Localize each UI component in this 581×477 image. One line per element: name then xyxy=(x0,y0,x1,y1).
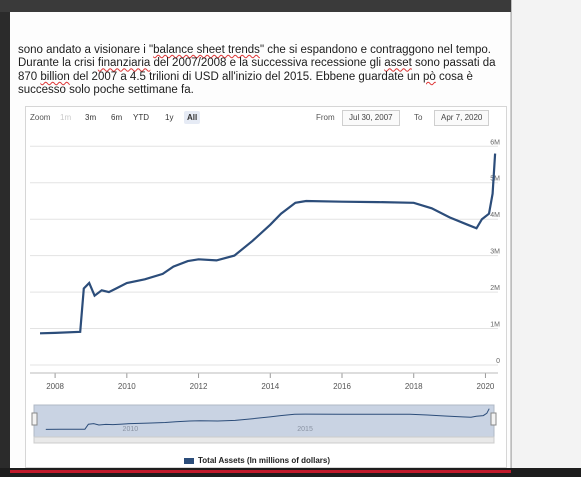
y-tick-label: 4M xyxy=(490,212,500,219)
y-tick-label: 5M xyxy=(490,176,500,183)
spellcheck-word: pò xyxy=(423,70,436,83)
y-tick-label: 2M xyxy=(490,285,500,292)
text-run: del 2007/2008 e la successiva recessione… xyxy=(150,57,385,70)
zoom-ytd-button[interactable]: YTD xyxy=(133,113,149,122)
y-axis-ticks: 0 1M 2M 3M 4M 5M 6M xyxy=(490,139,500,365)
x-tick-label: 2016 xyxy=(333,382,351,391)
x-axis-ticks: 2008 2010 2012 2014 2016 2018 2020 xyxy=(30,372,498,391)
text-run: cosa è successo solo poche settimane fa. xyxy=(18,70,473,97)
to-date-input[interactable]: Apr 7, 2020 xyxy=(434,110,490,126)
x-tick-label: 2018 xyxy=(405,382,423,391)
text-run: sono passati da 870 xyxy=(18,57,496,83)
y-tick-label: 1M xyxy=(490,322,500,329)
legend-label: Total Assets (In millions of dollars) xyxy=(198,456,331,465)
navigator-series-line xyxy=(45,408,490,430)
zoom-3m-button[interactable]: 3m xyxy=(85,113,97,122)
red-progress-line xyxy=(10,470,511,473)
from-label: From xyxy=(316,113,335,122)
zoom-6m-button[interactable]: 6m xyxy=(111,113,123,122)
text-run: " che si espandono e contraggono nel tem… xyxy=(18,44,491,70)
x-tick-label: 2008 xyxy=(46,382,64,391)
navigator-scrollbar xyxy=(33,436,495,444)
x-tick-label: 2020 xyxy=(477,382,495,391)
zoom-all-button[interactable]: All xyxy=(184,111,201,124)
spellcheck-word: asset xyxy=(384,57,412,70)
series-line-total-assets xyxy=(39,153,497,335)
gridlines xyxy=(30,145,498,366)
text-run: sono andato a visionare i " xyxy=(18,44,154,56)
x-tick-label: 2010 xyxy=(118,382,136,391)
chart-legend[interactable]: Total Assets (In millions of dollars) xyxy=(184,456,330,465)
navigator-mask xyxy=(33,404,495,438)
navigator-right-handle xyxy=(490,412,497,426)
document-paragraph: sono andato a visionare i "balance sheet… xyxy=(18,44,506,98)
chart-toolbar: Zoom 1m 3m 6m YTD 1y All From Jul 30, 20… xyxy=(26,107,506,129)
spellcheck-word: billion xyxy=(40,70,70,83)
zoom-label: Zoom xyxy=(30,113,51,122)
navigator-tick-label: 2010 xyxy=(123,426,139,433)
top-bar xyxy=(0,0,581,12)
zoom-1y-button[interactable]: 1y xyxy=(165,113,174,122)
x-tick-label: 2012 xyxy=(190,382,208,391)
to-label: To xyxy=(414,113,423,122)
right-panel xyxy=(511,0,581,477)
embedded-chart: Zoom 1m 3m 6m YTD 1y All From Jul 30, 20… xyxy=(25,106,507,468)
y-tick-label: 0 xyxy=(496,358,500,365)
text-run: del 2007 a 4.5 trilioni di USD all'inizi… xyxy=(69,70,423,83)
spellcheck-word: balance sheet trends xyxy=(153,44,260,56)
zoom-1m-button[interactable]: 1m xyxy=(60,113,72,122)
spellcheck-word: finanziaria xyxy=(97,57,151,70)
navigator xyxy=(31,404,497,444)
navigator-left-handle xyxy=(31,412,38,426)
navigator-ticks: 2010 2015 xyxy=(123,426,313,433)
navigator-tick-label: 2015 xyxy=(297,426,313,433)
from-date-input[interactable]: Jul 30, 2007 xyxy=(342,110,400,126)
panel-divider xyxy=(511,0,512,477)
y-tick-label: 6M xyxy=(490,139,500,146)
legend-swatch xyxy=(184,457,194,464)
x-tick-label: 2014 xyxy=(261,382,279,391)
y-tick-label: 3M xyxy=(490,249,500,256)
